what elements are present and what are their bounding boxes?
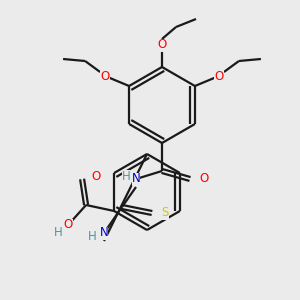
Text: O: O	[64, 218, 73, 232]
Text: S: S	[161, 206, 169, 220]
Text: O: O	[214, 70, 224, 83]
Text: N: N	[132, 172, 140, 185]
Text: O: O	[100, 70, 110, 83]
Text: N: N	[100, 226, 108, 239]
Text: H: H	[88, 230, 96, 242]
Text: H: H	[54, 226, 62, 238]
Text: O: O	[200, 172, 208, 185]
Text: O: O	[158, 38, 166, 52]
Text: H: H	[122, 169, 130, 182]
Text: O: O	[92, 170, 101, 184]
